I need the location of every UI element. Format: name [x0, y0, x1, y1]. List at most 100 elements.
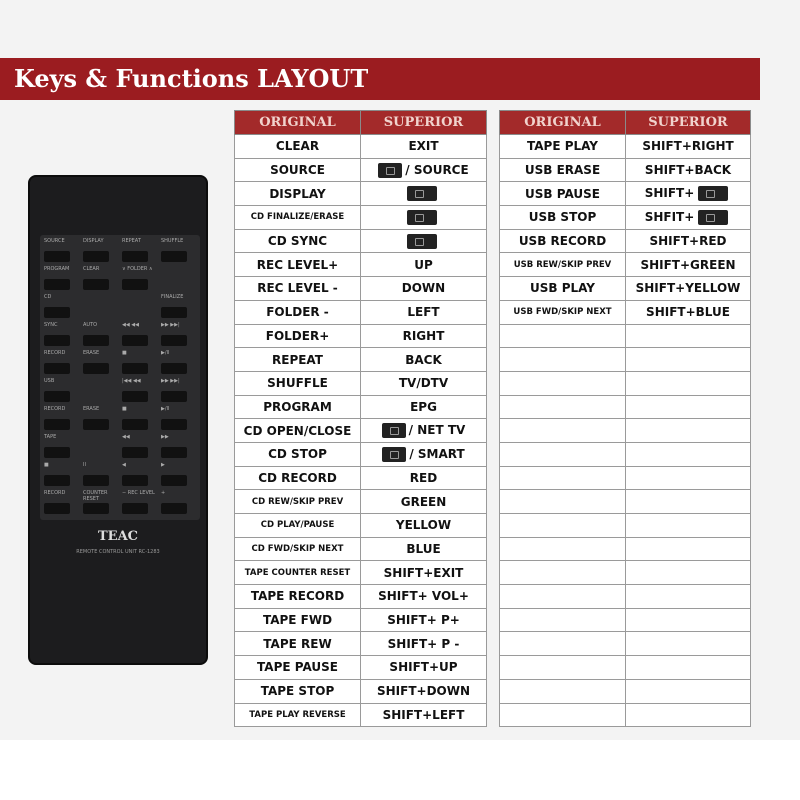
remote-button [161, 251, 187, 262]
stop-icon [382, 446, 407, 462]
table-row: CD REW/SKIP PREV GREEN [234, 489, 487, 514]
superior-key-cell: SHFIT+ [625, 205, 751, 230]
remote-model: REMOTE CONTROL UNIT RC-1283 [76, 549, 160, 555]
original-key-cell: DISPLAY [234, 181, 361, 207]
table-row: CD FWD/SKIP NEXT BLUE [234, 536, 487, 562]
original-key-cell: TAPE FWD [234, 607, 361, 633]
table-row: TAPE COUNTER RESET SHIFT+EXIT [234, 560, 487, 586]
table-row: TAPE REW SHIFT+ P - [234, 631, 487, 657]
original-key-cell: CD PLAY/PAUSE [234, 513, 361, 538]
mapping-table-right: ORIGINAL SUPERIOR TAPE PLAY SHIFT+RIGHT USB… [499, 110, 751, 728]
mapping-table-left: ORIGINAL SUPERIOR CLEAR EXIT SOURCE / SOURCE… [234, 110, 487, 728]
remote-button-label: SHUFFLE [161, 238, 184, 244]
superior-key-label: BACK [405, 352, 442, 367]
superior-key-cell: SHIFT+RIGHT [625, 134, 751, 159]
remote-button-label: II [83, 462, 86, 468]
original-key-cell [499, 465, 626, 491]
superior-key-label: SHIFT+BLUE [646, 305, 730, 320]
remote-button [122, 391, 148, 402]
original-key-cell [499, 607, 626, 633]
remote-button-label: ▶/II [161, 406, 170, 412]
remote-button [161, 307, 187, 318]
table-row: CD PLAY/PAUSE YELLOW [234, 513, 487, 538]
table-row: USB PLAY SHIFT+YELLOW [499, 276, 751, 301]
header-superior: SUPERIOR [625, 110, 751, 135]
table-row: USB RECORD SHIFT+RED [499, 228, 751, 254]
display-icon [407, 186, 437, 202]
original-key-cell [499, 418, 626, 443]
remote-button-label: ▶/II [161, 350, 170, 356]
remote-button [44, 503, 70, 514]
table-row: SOURCE / SOURCE [234, 157, 487, 183]
original-key-cell: CD OPEN/CLOSE [234, 418, 361, 443]
superior-key-cell [625, 370, 751, 396]
original-key-cell [499, 560, 626, 586]
original-key-cell: USB PAUSE [499, 181, 626, 207]
remote-button [44, 279, 70, 290]
table-row: CD STOP / SMART [234, 441, 487, 467]
superior-key-cell [360, 205, 487, 230]
remote-button [83, 279, 109, 290]
original-key-cell: CLEAR [234, 134, 361, 159]
superior-key-cell: / SOURCE [360, 157, 487, 183]
empty-row [499, 678, 751, 704]
remote-button [161, 503, 187, 514]
original-key-cell: SOURCE [234, 157, 361, 183]
remote-button [44, 391, 70, 402]
superior-key-label: SHIFT+EXIT [383, 565, 464, 580]
original-key-cell: SHUFFLE [234, 370, 361, 396]
superior-key-label: SHIFT+LEFT [382, 707, 465, 722]
remote-button-label: ▶▶ [161, 434, 169, 440]
original-key-cell: FOLDER+ [234, 323, 361, 349]
original-key-cell [499, 702, 626, 728]
remote-control-image: SOURCE DISPLAY REPEAT SHUFFLE PROGRAM CLEAR ∨ … [28, 175, 208, 665]
remote-button-label: ◀◀ [122, 434, 130, 440]
table-row: USB REW/SKIP PREV SHIFT+GREEN [499, 252, 751, 278]
superior-key-cell: EPG [360, 394, 487, 420]
original-key-cell: USB FWD/SKIP NEXT [499, 299, 626, 325]
eject-icon [381, 423, 406, 439]
superior-key-label: EPG [410, 399, 437, 414]
superior-key-cell: SHIFT+ P+ [360, 607, 487, 633]
superior-key-cell: DOWN [360, 276, 487, 301]
remote-button-label: TAPE [44, 434, 57, 440]
original-key-cell: TAPE PLAY REVERSE [234, 702, 361, 728]
info-icon [407, 209, 437, 225]
superior-key-cell [625, 418, 751, 443]
remote-button [44, 447, 70, 458]
superior-key-cell [625, 678, 751, 704]
empty-row [499, 347, 751, 372]
header-superior: SUPERIOR [360, 110, 487, 135]
superior-key-label: EXIT [408, 139, 439, 154]
remote-button [122, 251, 148, 262]
empty-row [499, 465, 751, 491]
remote-button [122, 447, 148, 458]
table-row: CLEAR EXIT [234, 134, 487, 159]
table-row: TAPE RECORD SHIFT+ VOL+ [234, 584, 487, 609]
remote-button-label: |◀◀ ◀◀ [122, 378, 141, 384]
table-row: USB PAUSE SHIFT+ [499, 181, 751, 207]
table-row: CD FINALIZE/ERASE [234, 205, 487, 230]
original-key-cell: REC LEVEL+ [234, 252, 361, 278]
table-row: CD SYNC [234, 228, 487, 254]
remote-button-label: USB [44, 378, 55, 384]
superior-key-label: TV/DTV [398, 376, 449, 391]
page-title: Keys & Functions LAYOUT [14, 64, 369, 93]
remote-button [44, 335, 70, 346]
table-row: TAPE PLAY SHIFT+RIGHT [499, 134, 751, 159]
superior-key-cell: TV/DTV [360, 370, 487, 396]
remote-button-label: − REC LEVEL [122, 490, 155, 496]
superior-key-cell: BACK [360, 347, 487, 372]
original-key-cell: REPEAT [234, 347, 361, 372]
remote-button [122, 363, 148, 374]
superior-key-cell: SHIFT+BACK [625, 157, 751, 183]
remote-button-label: ▶▶ ▶▶| [161, 322, 180, 328]
original-key-cell: REC LEVEL - [234, 276, 361, 301]
superior-key-cell [625, 584, 751, 609]
remote-button [44, 251, 70, 262]
superior-key-cell [625, 702, 751, 728]
empty-row [499, 584, 751, 609]
superior-key-label: SHIFT+DOWN [376, 684, 471, 699]
remote-button-label: REPEAT [122, 238, 141, 244]
remote-button-label: ERASE [83, 350, 100, 356]
